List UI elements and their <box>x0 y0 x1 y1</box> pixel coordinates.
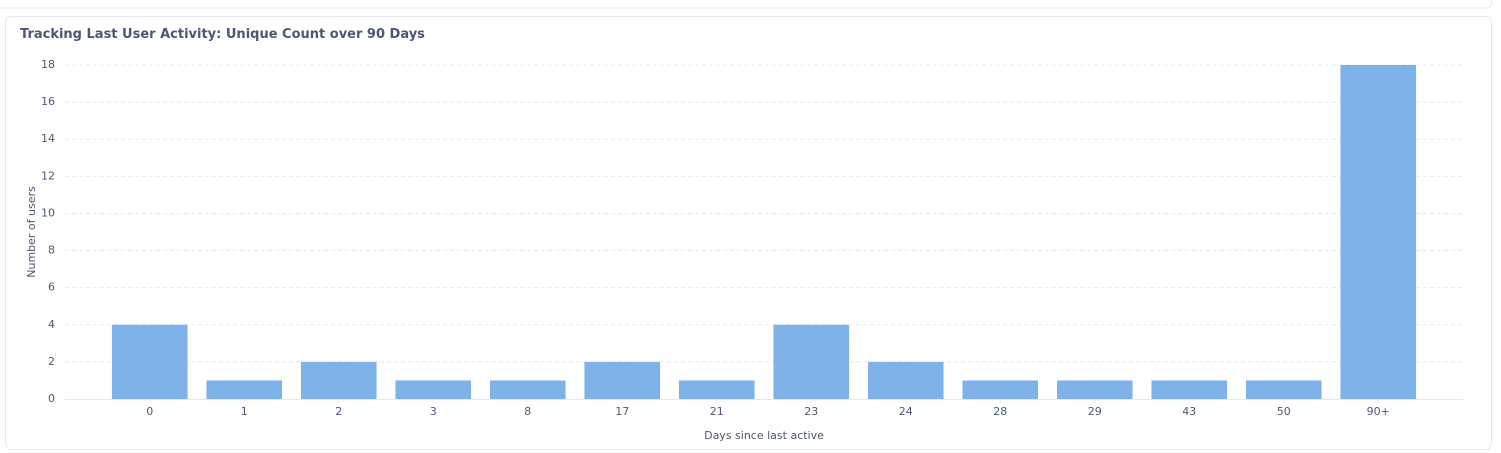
bar <box>300 361 377 399</box>
x-axis-title: Days since last active <box>704 429 824 442</box>
bar <box>395 380 472 399</box>
x-tick-label: 23 <box>804 405 818 418</box>
x-tick-label: 90+ <box>1367 405 1390 418</box>
bar <box>773 324 850 399</box>
y-tick-label: 18 <box>41 58 55 71</box>
y-tick-label: 6 <box>48 281 55 294</box>
bar <box>1245 380 1322 399</box>
x-tick-label: 50 <box>1277 405 1291 418</box>
x-tick-label: 28 <box>993 405 1007 418</box>
y-axis-title: Number of users <box>25 186 38 278</box>
x-tick-label: 21 <box>710 405 724 418</box>
x-tick-label: 17 <box>615 405 629 418</box>
bar <box>489 380 566 399</box>
bar <box>1340 65 1417 399</box>
y-tick-label: 0 <box>48 392 55 405</box>
bar <box>206 380 283 399</box>
y-tick-label: 4 <box>48 318 55 331</box>
x-tick-label: 3 <box>430 405 437 418</box>
y-tick-label: 8 <box>48 244 55 257</box>
x-tick-label: 2 <box>335 405 342 418</box>
bar <box>1056 380 1133 399</box>
bar <box>867 361 944 399</box>
x-tick-label: 1 <box>241 405 248 418</box>
y-tick-label: 2 <box>48 355 55 368</box>
y-tick-label: 10 <box>41 206 55 219</box>
x-tick-label: 8 <box>524 405 531 418</box>
card <box>5 16 1492 450</box>
bar <box>111 324 188 399</box>
chart-title: Tracking Last User Activity: Unique Coun… <box>20 27 425 42</box>
x-tick-label: 29 <box>1088 405 1102 418</box>
y-tick-label: 16 <box>41 95 55 108</box>
bar <box>584 361 661 399</box>
bar <box>962 380 1039 399</box>
x-tick-label: 0 <box>146 405 153 418</box>
bar <box>678 380 755 399</box>
previous-card <box>0 0 1493 9</box>
x-tick-label: 43 <box>1182 405 1196 418</box>
x-tick-label: 24 <box>899 405 913 418</box>
y-tick-label: 12 <box>41 169 55 182</box>
bar <box>1151 380 1228 399</box>
y-tick-label: 14 <box>41 132 55 145</box>
